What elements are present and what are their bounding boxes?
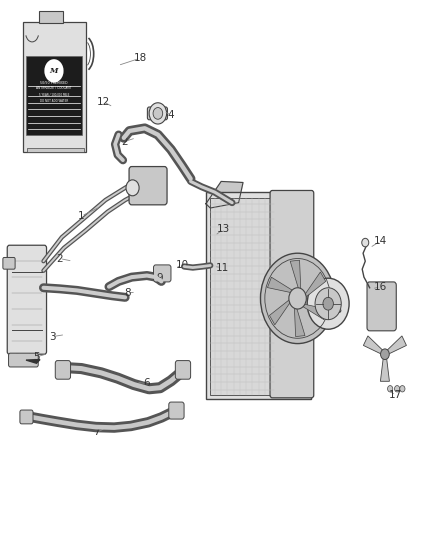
Circle shape bbox=[395, 385, 400, 392]
Text: 8: 8 bbox=[124, 288, 131, 298]
Circle shape bbox=[153, 108, 162, 119]
Polygon shape bbox=[294, 305, 305, 337]
Text: 5 YEAR / 100,000 MILE: 5 YEAR / 100,000 MILE bbox=[39, 93, 69, 98]
FancyBboxPatch shape bbox=[367, 282, 396, 331]
FancyBboxPatch shape bbox=[22, 22, 86, 152]
Polygon shape bbox=[26, 360, 40, 364]
Text: 9: 9 bbox=[157, 273, 163, 283]
Polygon shape bbox=[304, 272, 326, 298]
Text: 5: 5 bbox=[33, 352, 40, 362]
FancyBboxPatch shape bbox=[153, 265, 171, 282]
Text: 13: 13 bbox=[217, 224, 230, 235]
FancyBboxPatch shape bbox=[129, 166, 167, 205]
FancyBboxPatch shape bbox=[3, 257, 15, 269]
Polygon shape bbox=[290, 260, 301, 292]
Circle shape bbox=[149, 103, 166, 124]
Polygon shape bbox=[268, 277, 294, 293]
Text: 12: 12 bbox=[97, 96, 110, 107]
Text: 1: 1 bbox=[78, 211, 85, 221]
FancyBboxPatch shape bbox=[9, 353, 38, 367]
Circle shape bbox=[126, 180, 139, 196]
Text: 14: 14 bbox=[374, 236, 387, 246]
Circle shape bbox=[400, 385, 405, 392]
Polygon shape bbox=[301, 304, 328, 320]
Bar bbox=[210, 198, 274, 395]
Text: 16: 16 bbox=[374, 282, 387, 292]
FancyBboxPatch shape bbox=[148, 107, 167, 120]
Text: M: M bbox=[49, 67, 58, 75]
Polygon shape bbox=[206, 181, 243, 208]
Circle shape bbox=[381, 349, 389, 360]
Bar bbox=[27, 148, 84, 152]
Circle shape bbox=[14, 354, 21, 362]
Text: 3: 3 bbox=[49, 332, 56, 342]
FancyBboxPatch shape bbox=[39, 11, 63, 23]
FancyBboxPatch shape bbox=[206, 192, 311, 399]
Polygon shape bbox=[387, 336, 406, 354]
Circle shape bbox=[27, 354, 34, 362]
Text: 50/50 PREMIXED: 50/50 PREMIXED bbox=[40, 81, 68, 85]
Polygon shape bbox=[364, 336, 383, 354]
Circle shape bbox=[388, 385, 393, 392]
Text: 15: 15 bbox=[330, 305, 343, 315]
FancyBboxPatch shape bbox=[20, 410, 33, 424]
FancyBboxPatch shape bbox=[175, 361, 191, 379]
FancyBboxPatch shape bbox=[169, 402, 184, 419]
FancyBboxPatch shape bbox=[270, 190, 314, 398]
Circle shape bbox=[289, 288, 306, 309]
Text: 10: 10 bbox=[175, 260, 188, 270]
Circle shape bbox=[323, 297, 333, 310]
Text: ANTIFREEZE / COOLANT: ANTIFREEZE / COOLANT bbox=[36, 86, 72, 91]
Circle shape bbox=[261, 253, 335, 344]
Polygon shape bbox=[380, 358, 389, 381]
Text: 2: 2 bbox=[57, 254, 63, 263]
Circle shape bbox=[307, 278, 349, 329]
Text: 6: 6 bbox=[144, 378, 150, 389]
Wedge shape bbox=[44, 59, 64, 83]
Text: 17: 17 bbox=[389, 390, 403, 400]
Bar bbox=[26, 56, 82, 135]
Polygon shape bbox=[269, 298, 291, 325]
FancyBboxPatch shape bbox=[7, 245, 46, 354]
Text: DO NOT ADD WATER: DO NOT ADD WATER bbox=[40, 99, 68, 103]
Text: 2: 2 bbox=[121, 136, 127, 147]
FancyBboxPatch shape bbox=[55, 361, 71, 379]
Text: 11: 11 bbox=[216, 263, 229, 272]
Circle shape bbox=[362, 238, 369, 247]
Circle shape bbox=[315, 288, 341, 320]
Text: 4: 4 bbox=[168, 110, 174, 120]
Text: 7: 7 bbox=[93, 427, 100, 438]
Text: 18: 18 bbox=[134, 53, 147, 63]
